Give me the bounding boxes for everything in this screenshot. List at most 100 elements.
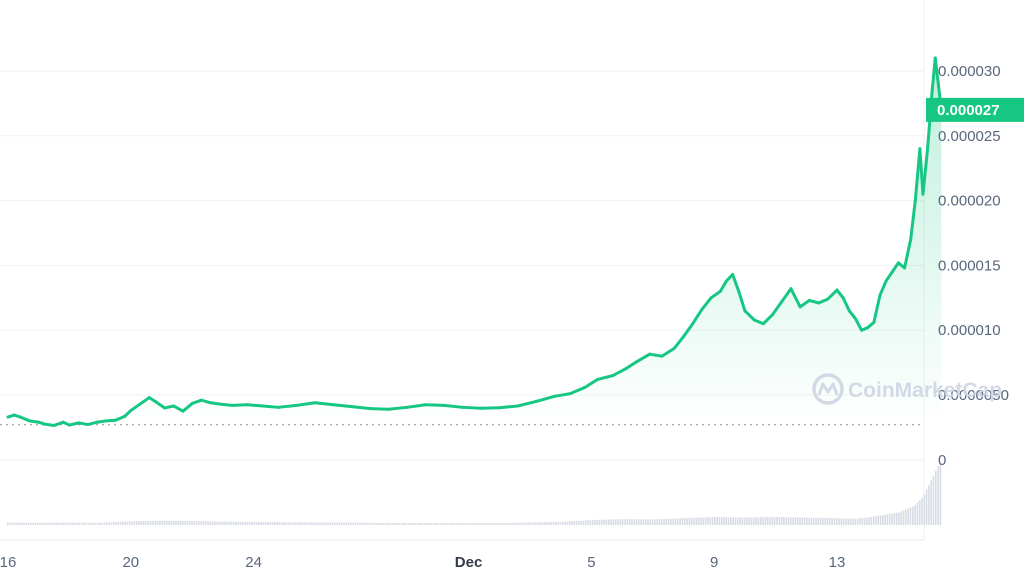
volume-bar	[103, 522, 106, 525]
volume-bar	[736, 517, 739, 525]
volume-bar	[80, 522, 83, 525]
volume-bar	[7, 522, 9, 525]
volume-bar	[704, 517, 707, 525]
volume-bar	[522, 522, 525, 525]
volume-bar	[20, 522, 23, 525]
volume-bar	[580, 520, 582, 525]
volume-bar	[446, 523, 449, 525]
volume-bar	[481, 523, 483, 525]
price-line-segment	[313, 401, 335, 407]
price-line-segment	[479, 406, 501, 410]
volume-bars	[7, 461, 942, 525]
volume-bar	[702, 517, 705, 525]
volume-bar	[796, 517, 799, 525]
volume-bar	[582, 520, 585, 525]
volume-bar	[476, 523, 479, 525]
price-line-segment	[350, 405, 372, 411]
volume-bar	[836, 518, 838, 525]
volume-bar	[168, 520, 170, 525]
volume-bar	[868, 517, 870, 525]
price-line-segment	[691, 307, 704, 326]
volume-bar	[214, 521, 216, 525]
price-line-segment	[933, 56, 940, 86]
price-line-segment	[230, 403, 249, 407]
price-line-segment	[497, 404, 520, 410]
volume-bar	[575, 520, 578, 525]
price-line-segment	[798, 298, 811, 309]
volume-bar	[918, 500, 921, 525]
volume-bar	[161, 520, 163, 525]
volume-bar	[884, 514, 886, 525]
x-tick-label: 16	[0, 554, 16, 571]
volume-bar	[799, 517, 801, 525]
volume-bar	[333, 522, 336, 525]
volume-bar	[808, 517, 810, 525]
price-area-fill	[8, 58, 942, 426]
volume-bar	[935, 470, 937, 525]
volume-bar	[207, 521, 209, 525]
volume-bar	[548, 522, 550, 525]
price-line-segment	[368, 407, 391, 411]
volume-bar	[849, 518, 852, 525]
volume-bar	[764, 517, 767, 525]
volume-bar	[133, 521, 136, 525]
price-line-segment	[534, 394, 557, 403]
volume-bar	[234, 521, 237, 525]
volume-bar	[384, 522, 387, 525]
price-line-segment	[199, 398, 213, 405]
volume-bar	[670, 518, 672, 525]
volume-bar	[92, 522, 94, 525]
volume-bar	[39, 522, 41, 525]
volume-bar	[817, 517, 820, 525]
volume-bar	[221, 521, 223, 525]
volume-bar	[684, 518, 686, 525]
volume-bar	[697, 517, 700, 525]
price-line-segment	[872, 293, 882, 324]
volume-bar	[423, 523, 426, 525]
price-line-segment	[743, 309, 756, 322]
volume-bar	[861, 518, 863, 525]
volume-bar	[73, 522, 76, 525]
volume-bar	[495, 523, 497, 525]
volume-bar	[688, 517, 691, 525]
price-line-segment	[387, 405, 409, 411]
volume-bar	[117, 521, 120, 525]
volume-bar	[55, 522, 57, 525]
volume-bar	[559, 521, 562, 525]
volume-bar	[561, 521, 564, 525]
volume-bar	[350, 522, 352, 525]
volume-bar	[142, 521, 145, 525]
volume-bar	[566, 521, 569, 525]
price-line-segment	[104, 418, 117, 423]
volume-bar	[497, 523, 500, 525]
price-line-segment	[331, 403, 354, 409]
y-tick-label: 0.000015	[938, 257, 1001, 274]
volume-bar	[829, 518, 831, 525]
volume-bar	[633, 519, 635, 525]
current-price-tag: 0.000027	[926, 97, 1024, 122]
volume-bar	[46, 522, 48, 525]
volume-bar	[679, 518, 682, 525]
volume-bar	[819, 517, 822, 525]
price-line-segment	[86, 420, 99, 427]
volume-bar	[172, 520, 175, 525]
volume-bar	[780, 517, 783, 525]
volume-bar	[801, 517, 804, 525]
volume-bar	[366, 522, 368, 525]
volume-bar	[757, 517, 760, 525]
price-line-segment	[835, 288, 845, 300]
volume-bar	[743, 517, 746, 525]
volume-bar	[656, 519, 658, 525]
volume-bar	[591, 520, 594, 525]
volume-bar	[921, 497, 923, 525]
volume-bar	[322, 522, 325, 525]
volume-bar	[182, 520, 184, 525]
volume-bar	[200, 521, 203, 525]
volume-bar	[320, 522, 322, 525]
volume-bar	[129, 521, 131, 525]
price-line-segment	[245, 403, 265, 408]
volume-bar	[403, 522, 405, 525]
volume-bar	[313, 522, 315, 525]
x-tick-label: 20	[122, 554, 139, 571]
